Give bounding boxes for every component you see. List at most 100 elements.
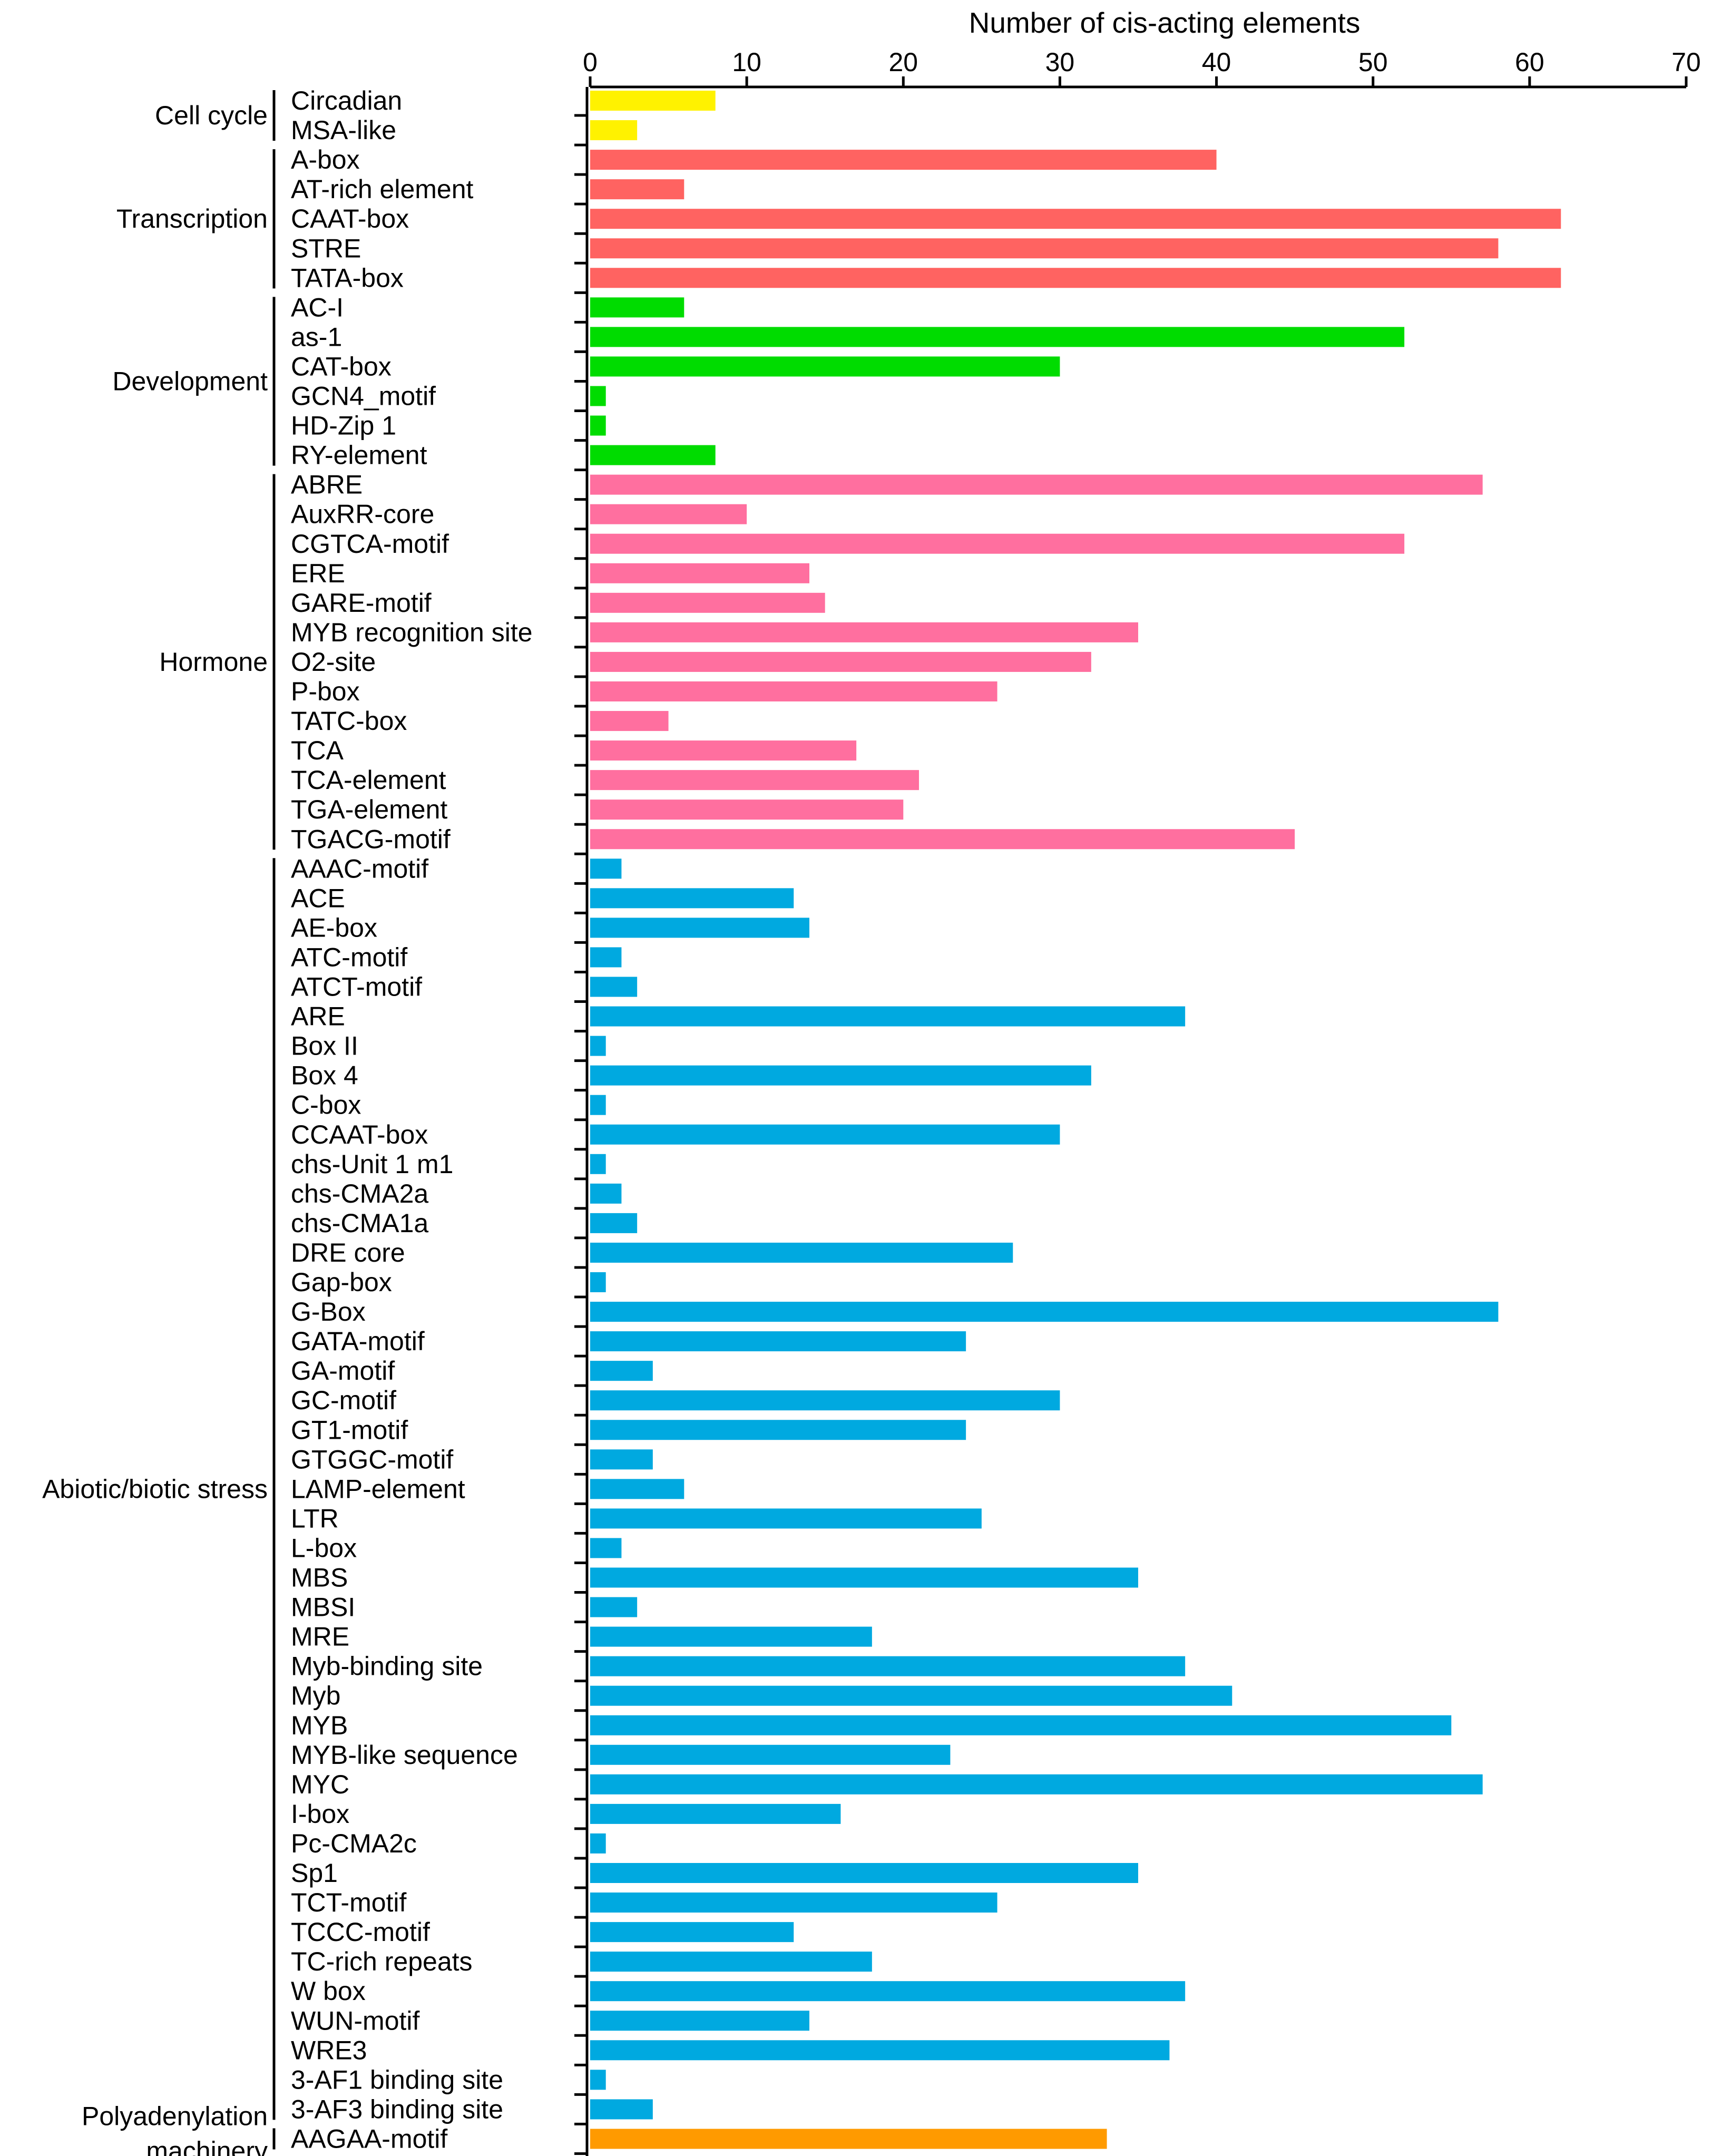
category-label: GA-motif (291, 1356, 395, 1386)
category-label: TATA-box (291, 263, 404, 292)
category-label: MBS (291, 1563, 348, 1593)
category-label: MSA-like (291, 115, 396, 145)
bar (590, 209, 1561, 229)
bar (590, 1154, 606, 1174)
category-label: MYB-like sequence (291, 1740, 518, 1770)
bar (590, 415, 606, 436)
bar (590, 1981, 1186, 2002)
bar (590, 2040, 1170, 2061)
category-label: ARE (291, 1002, 345, 1031)
category-label: TCCC-motif (291, 1917, 430, 1947)
category-label: TGACG-motif (291, 824, 451, 854)
category-label: HD-Zip 1 (291, 411, 396, 441)
category-label: chs-Unit 1 m1 (291, 1149, 453, 1179)
category-label: 3-AF1 binding site (291, 2065, 503, 2094)
category-label: WRE3 (291, 2035, 367, 2065)
bar (590, 918, 809, 938)
x-axis: 0 10 20 30 40 50 60 70 (574, 47, 1701, 2156)
category-label: AC-I (291, 292, 344, 322)
category-label: ERE (291, 559, 345, 588)
bar (590, 1626, 872, 1647)
category-label: ATCT-motif (291, 972, 422, 1002)
category-label: WUN-motif (291, 2006, 420, 2035)
bar (590, 1095, 606, 1115)
bar (590, 533, 1405, 554)
category-label: G-Box (291, 1297, 366, 1326)
bar (590, 1952, 872, 1972)
bar (590, 1715, 1452, 1735)
category-label: DRE core (291, 1238, 405, 1267)
bar (590, 681, 997, 701)
category-label: GARE-motif (291, 588, 432, 618)
bar (590, 120, 638, 141)
bar (590, 1331, 966, 1352)
category-label: Pc-CMA2c (291, 1829, 417, 1858)
category-label: GT1-motif (291, 1415, 408, 1445)
category-label: AT-rich element (291, 174, 474, 204)
bar (590, 179, 684, 200)
bar (590, 947, 622, 968)
bar (590, 2070, 606, 2090)
bar (590, 1922, 794, 1943)
category-label: AAGAA-motif (291, 2124, 447, 2153)
bar (590, 1036, 606, 1056)
bar (590, 297, 684, 318)
category-label: MRE (291, 1622, 349, 1652)
category-label: TCT-motif (291, 1888, 407, 1917)
bar (590, 1065, 1091, 1086)
bar (590, 1479, 684, 1499)
bar (590, 1390, 1060, 1411)
category-label: Circadian (291, 86, 402, 115)
x-tick-label: 20 (888, 47, 918, 77)
bar (590, 1892, 997, 1913)
bars (590, 91, 1561, 2149)
group-label: Development (112, 366, 268, 396)
bar (590, 356, 1060, 377)
category-label: Myb-binding site (291, 1652, 483, 1681)
bar (590, 651, 1091, 672)
bar (590, 1774, 1483, 1794)
bar (590, 1567, 1138, 1588)
bar (590, 1685, 1232, 1706)
category-label: A-box (291, 145, 360, 174)
bar (590, 1183, 622, 1204)
bar (590, 1656, 1186, 1676)
category-label: Myb (291, 1681, 340, 1711)
category-label: MYC (291, 1770, 349, 1799)
category-label: AAAC-motif (291, 854, 428, 883)
category-label: STRE (291, 233, 361, 263)
group-label: Polyadenylation (82, 2101, 268, 2131)
category-label: AE-box (291, 913, 377, 942)
bar (590, 327, 1405, 347)
bar (590, 1361, 653, 1381)
x-tick-label: 60 (1515, 47, 1544, 77)
bar (590, 2129, 1107, 2149)
category-label: P-box (291, 677, 360, 706)
category-label: L-box (291, 1533, 357, 1563)
category-label: chs-CMA1a (291, 1208, 428, 1238)
bar (590, 1420, 966, 1440)
bar (590, 2099, 653, 2120)
bar (590, 91, 716, 111)
bar (590, 1597, 638, 1617)
x-tick-label: 30 (1045, 47, 1075, 77)
x-axis-title: Number of cis-acting elements (969, 6, 1361, 39)
bar (590, 711, 669, 731)
category-label: ATC-motif (291, 942, 407, 972)
bar (590, 445, 716, 465)
category-label: O2-site (291, 647, 376, 677)
category-label: MYB recognition site (291, 618, 533, 647)
bar (590, 1272, 606, 1292)
x-tick-label: 40 (1202, 47, 1231, 77)
bar (590, 386, 606, 406)
category-label: GATA-motif (291, 1326, 425, 1356)
bar (590, 622, 1138, 642)
bar (590, 1744, 951, 1765)
category-label: C-box (291, 1090, 361, 1120)
bar (590, 563, 809, 583)
category-label: CCAAT-box (291, 1120, 428, 1149)
category-label: AuxRR-core (291, 500, 434, 529)
category-label: I-box (291, 1799, 349, 1829)
bar (590, 1508, 982, 1529)
